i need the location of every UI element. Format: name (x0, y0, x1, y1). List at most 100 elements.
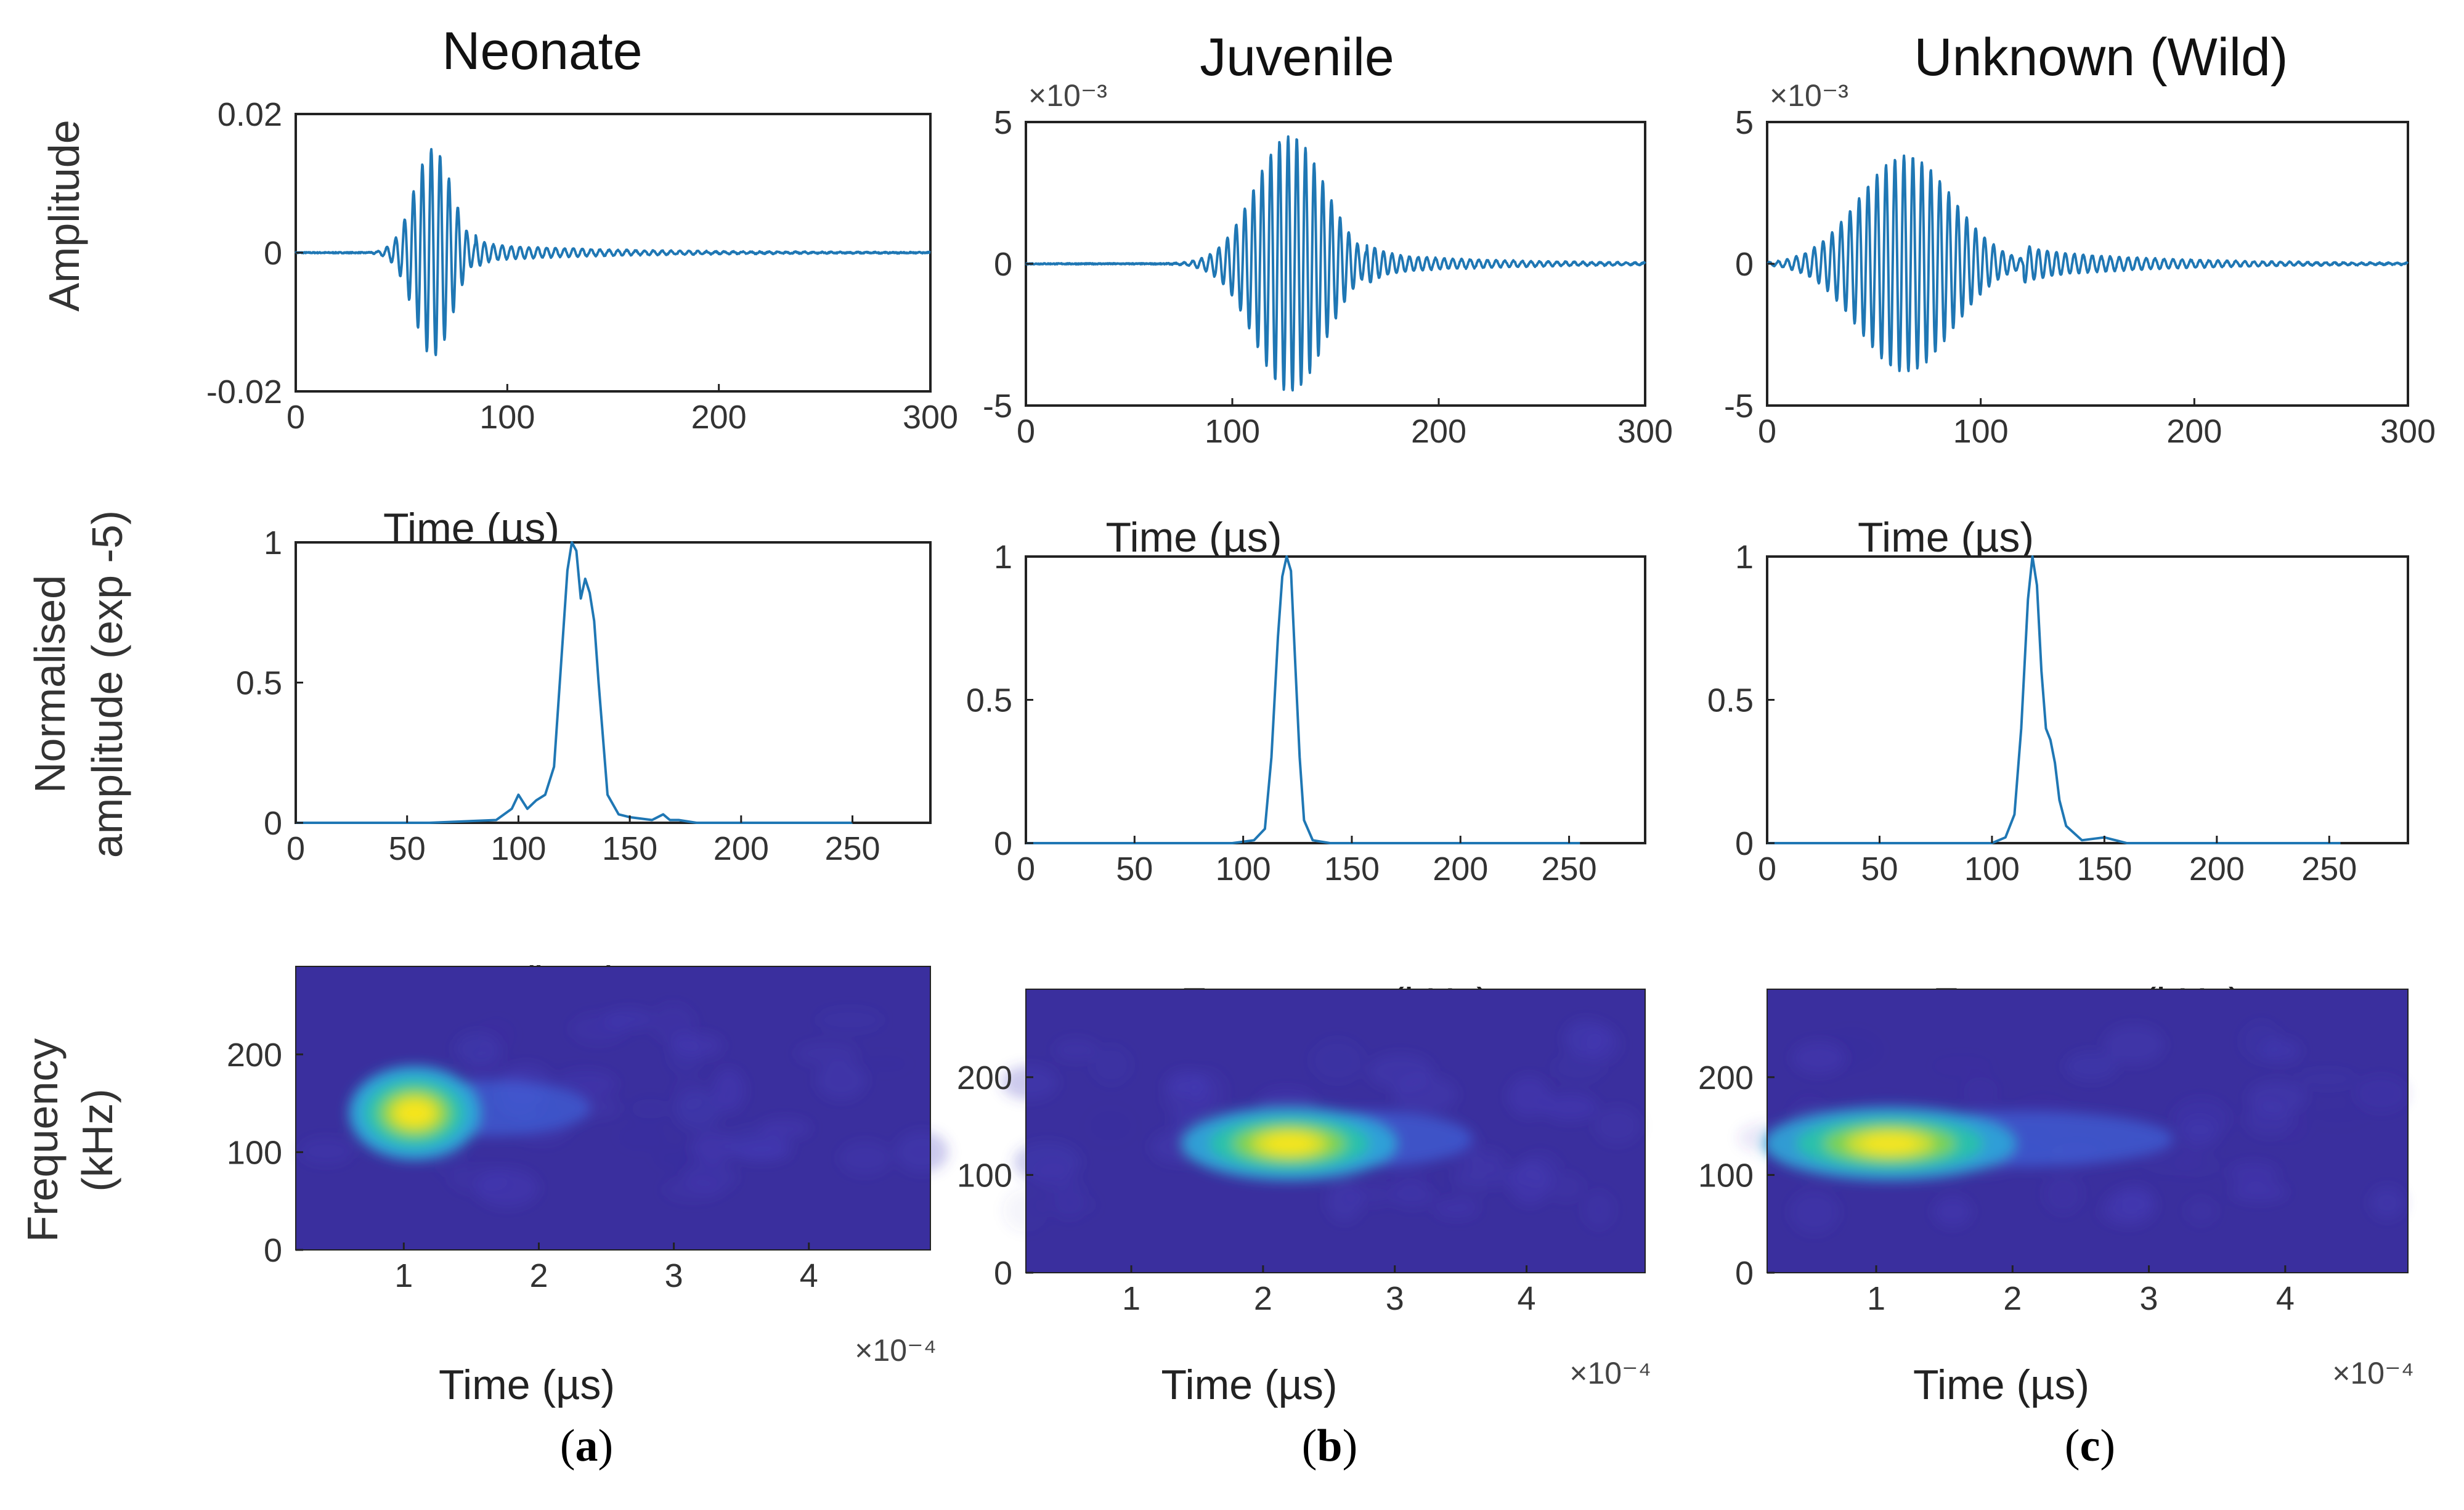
heatmap-noise-cell (616, 1122, 667, 1152)
x-tick-label: 300 (1617, 413, 1673, 450)
heatmap-noise-cell (1054, 1178, 1086, 1220)
x-tick-label: 300 (2380, 413, 2436, 450)
chart-heatmap-6: 1 2 3 4 0 100 200 ×10⁻⁴ Time (µs) (227, 966, 949, 1408)
x-axis-label: Time (µs) (1161, 1361, 1338, 1408)
x-tick-label: 4 (800, 1257, 818, 1294)
series-line (295, 148, 932, 356)
heatmap-noise-cell (759, 1119, 811, 1138)
x-tick-label: 200 (1411, 413, 1466, 450)
row-label-spectrogram-line1: Frequency (18, 1039, 67, 1243)
heatmap-noise-cell (299, 1138, 353, 1165)
heatmap-noise-cell (2297, 1069, 2357, 1089)
heatmap-noise-cell (816, 1061, 866, 1100)
heatmap-core-ring (1861, 1134, 1918, 1153)
heatmap-core-ring (397, 1101, 432, 1125)
y-tick-label: 0 (1735, 825, 1754, 862)
heatmap-noise-cell (1508, 1075, 1550, 1117)
col-title-unknown: Unknown (Wild) (1914, 28, 2288, 87)
y-tick-label: 1 (994, 539, 1012, 576)
chart-heatmap-8: 1 2 3 4 0 100 200 ×10⁻⁴ Time (µs) (1698, 989, 2414, 1408)
heatmap-noise-cell (1519, 1152, 1561, 1185)
x-tick-label: 250 (1542, 851, 1597, 888)
heatmap-blobs (1001, 1019, 1641, 1233)
heatmap-noise-cell (630, 1099, 670, 1119)
x-tick-label: 0 (287, 830, 305, 867)
x-tick-label: 200 (2189, 851, 2245, 888)
heatmap-frame (1025, 989, 1646, 1273)
heatmap-noise-cell (2370, 1186, 2405, 1219)
axis-box (295, 541, 932, 824)
heatmap-noise-cell (1586, 1026, 1620, 1063)
y-tick-label: 0.5 (966, 682, 1012, 719)
heatmap-noise-cell (673, 1077, 706, 1110)
heatmap-noise-cell (859, 1053, 911, 1074)
heatmap-blobs (1738, 1021, 2408, 1234)
heatmap-noise-cell (2065, 1051, 2118, 1082)
x-tick-label: 150 (602, 830, 657, 867)
heatmap-noise-cell (1014, 1142, 1081, 1182)
heatmap-noise-cell (2307, 1102, 2368, 1129)
heatmap-noise-cell (1084, 1104, 1137, 1146)
y-tick-label: -0.02 (206, 373, 282, 410)
heatmap-frame (295, 966, 931, 1251)
y-tick-label: 100 (227, 1134, 282, 1171)
heatmap-noise-cell (1469, 1149, 1505, 1172)
x-tick-label: 100 (1216, 851, 1271, 888)
y-exponent-label: ×10⁻³ (1028, 78, 1107, 113)
x-tick-label: 3 (665, 1257, 683, 1294)
y-exponent-label: ×10⁻³ (1770, 78, 1848, 113)
x-tick-label: 200 (2166, 413, 2222, 450)
x-tick-label: 0 (1017, 413, 1035, 450)
x-tick-label: 50 (389, 830, 426, 867)
heatmap-noise-cell (1582, 1190, 1615, 1230)
heatmap-noise-cell (839, 1141, 892, 1175)
series-line (1766, 154, 2409, 372)
heatmap-noise-cell (895, 1131, 949, 1173)
panel-label-a: (a) (560, 1421, 613, 1471)
y-tick-label: 0 (1735, 1255, 1754, 1292)
x-tick-label: 300 (903, 399, 958, 436)
x-tick-label: 200 (714, 830, 769, 867)
x-axis-label: Time (µs) (1858, 514, 2034, 561)
heatmap-noise-cell (1390, 1167, 1427, 1193)
x-tick-label: 4 (2276, 1280, 2295, 1317)
heatmap-noise-cell (2185, 1197, 2217, 1225)
heatmap-noise-cell (449, 1165, 510, 1194)
heatmap-noise-cell (1963, 1077, 1998, 1108)
chart-heatmap-7: 1 2 3 4 0 100 200 ×10⁻⁴ Time (µs) (957, 989, 1651, 1408)
x-tick-label: 2 (2003, 1280, 2022, 1317)
x-tick-label: 150 (2076, 851, 2132, 888)
x-tick-label: 0 (1758, 851, 1776, 888)
heatmap-noise-cell (455, 1032, 502, 1065)
col-title-neonate: Neonate (442, 22, 642, 81)
axis-box (1766, 555, 2409, 844)
x-tick-label: 3 (1386, 1280, 1404, 1317)
heatmap-noise-cell (2118, 1185, 2155, 1214)
y-tick-label: 100 (957, 1157, 1012, 1194)
x-exponent-label: ×10⁻⁴ (2332, 1356, 2414, 1390)
y-tick-label: 0 (994, 246, 1012, 283)
heatmap-noise-cell (1933, 1196, 1972, 1227)
heatmap-noise-cell (816, 1008, 884, 1032)
heatmap-noise-cell (2181, 1118, 2218, 1149)
y-tick-label: 200 (227, 1037, 282, 1074)
heatmap-noise-cell (2230, 1182, 2288, 1202)
panel-label-c: (c) (2065, 1421, 2115, 1471)
x-tick-label: 1 (1122, 1280, 1141, 1317)
heatmap-noise-cell (2043, 1173, 2083, 1214)
heatmap-noise-cell (555, 1070, 617, 1098)
row-label-spectrogram-line2: (kHz) (73, 1088, 121, 1191)
heatmap-noise-cell (1091, 1045, 1131, 1085)
heatmap-noise-cell (1311, 1039, 1364, 1082)
x-tick-label: 1 (394, 1257, 413, 1294)
series-line (1767, 555, 2341, 844)
row-label-spectrum-line1: Normalised (26, 575, 74, 793)
heatmap-noise-cell (1594, 1107, 1641, 1145)
heatmap-noise-cell (2173, 1153, 2220, 1177)
x-tick-label: 50 (1861, 851, 1898, 888)
x-tick-label: 200 (1433, 851, 1488, 888)
